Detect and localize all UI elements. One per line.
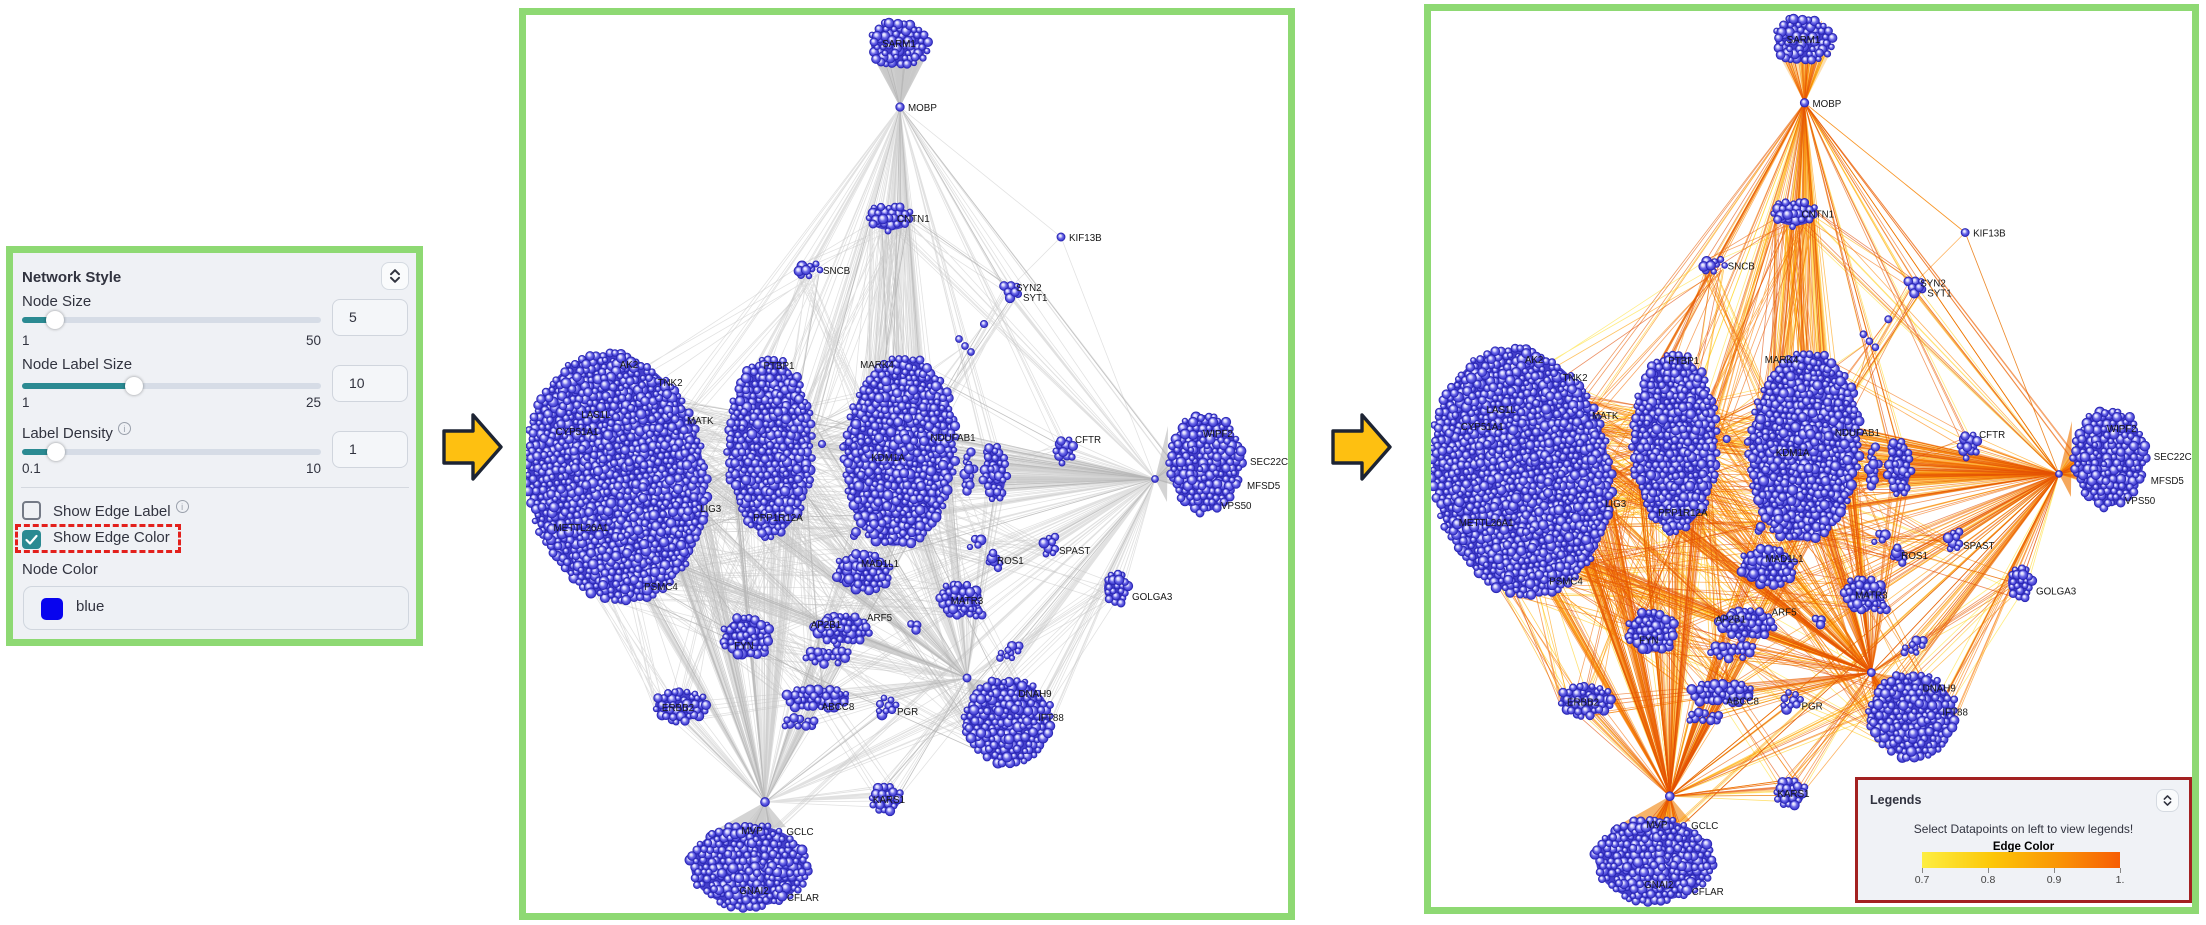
- svg-text:IFT88: IFT88: [1038, 713, 1064, 724]
- svg-text:LAS1L: LAS1L: [581, 410, 611, 421]
- svg-text:ABCC8: ABCC8: [822, 702, 855, 713]
- svg-text:MATR3: MATR3: [951, 596, 984, 607]
- svg-text:PTBP1: PTBP1: [763, 361, 794, 372]
- svg-text:CNTN1: CNTN1: [897, 214, 930, 225]
- svg-text:MFSD5: MFSD5: [1247, 481, 1281, 492]
- svg-text:GOLGA3: GOLGA3: [1132, 592, 1173, 603]
- svg-text:NDUFAB1: NDUFAB1: [930, 433, 975, 444]
- svg-text:AP2B1: AP2B1: [811, 620, 842, 631]
- svg-text:SYN2: SYN2: [1016, 283, 1042, 294]
- svg-text:WIPF2: WIPF2: [1203, 429, 1233, 440]
- svg-text:DNAH9: DNAH9: [1018, 689, 1051, 700]
- svg-text:SPAST: SPAST: [1059, 546, 1090, 557]
- svg-text:CYP51A1: CYP51A1: [555, 427, 598, 438]
- svg-text:METTL26A1: METTL26A1: [554, 523, 609, 534]
- svg-text:KARS1: KARS1: [873, 795, 905, 806]
- svg-text:AK2: AK2: [620, 360, 639, 371]
- svg-text:MARK4: MARK4: [860, 360, 894, 371]
- svg-text:MAD1L1: MAD1L1: [861, 559, 899, 570]
- svg-text:FYN: FYN: [734, 641, 754, 652]
- svg-text:MATK: MATK: [687, 416, 714, 427]
- svg-text:MVP: MVP: [741, 826, 763, 837]
- svg-text:TNK2: TNK2: [657, 378, 682, 389]
- svg-text:SEC22C: SEC22C: [1250, 457, 1288, 468]
- svg-text:ERBB2: ERBB2: [662, 703, 694, 714]
- svg-text:CFLAR: CFLAR: [787, 893, 819, 904]
- svg-text:SNCB: SNCB: [823, 266, 851, 277]
- svg-text:VPS50: VPS50: [1221, 501, 1252, 512]
- svg-text:KDM1A: KDM1A: [871, 453, 905, 464]
- svg-text:SARM1: SARM1: [882, 39, 916, 50]
- svg-text:ROS1: ROS1: [997, 556, 1024, 567]
- svg-text:PPP1R12A: PPP1R12A: [753, 513, 803, 524]
- svg-text:GCLC: GCLC: [786, 827, 813, 838]
- svg-text:ARF5: ARF5: [867, 613, 893, 624]
- svg-text:KIF13B: KIF13B: [1069, 233, 1102, 244]
- svg-text:GNAI2: GNAI2: [739, 886, 768, 897]
- svg-text:PSMC4: PSMC4: [644, 582, 678, 593]
- svg-text:MOBP: MOBP: [908, 103, 937, 114]
- svg-text:SYT1: SYT1: [1023, 293, 1048, 304]
- svg-text:LIG3: LIG3: [700, 504, 722, 515]
- svg-text:CFTR: CFTR: [1075, 435, 1101, 446]
- svg-text:PGR: PGR: [897, 707, 918, 718]
